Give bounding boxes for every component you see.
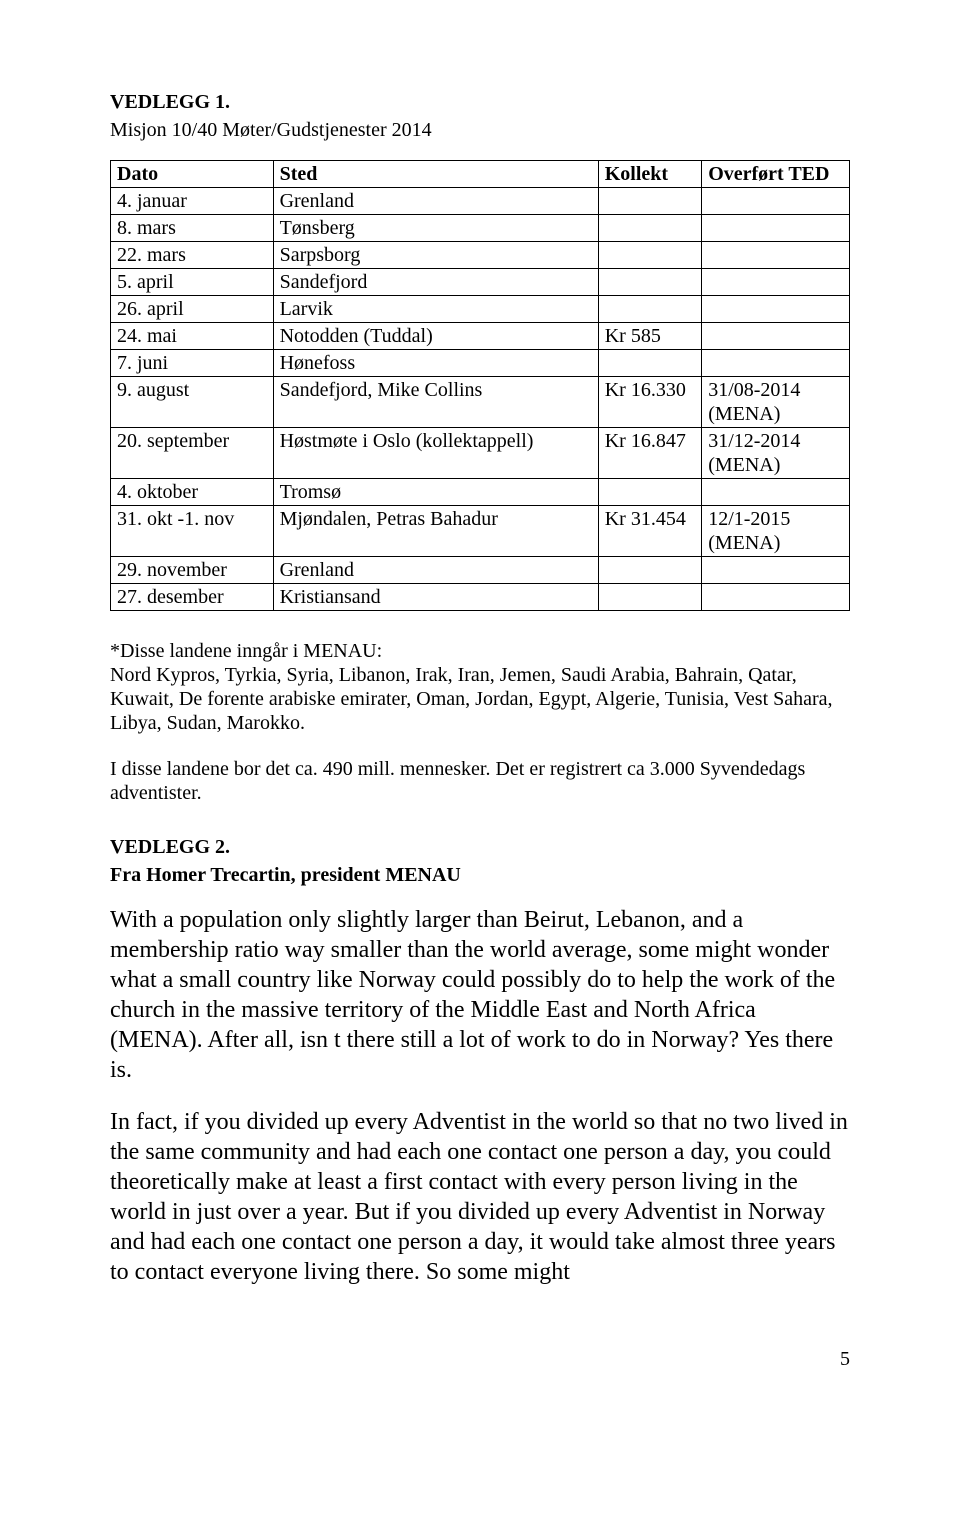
table-row: 8. marsTønsberg	[111, 215, 850, 242]
cell-overfort: 31/12-2014 (MENA)	[702, 428, 850, 479]
table-row: 31. okt -1. novMjøndalen, Petras Bahadur…	[111, 506, 850, 557]
cell-sted: Kristiansand	[273, 584, 598, 611]
table-row: 5. aprilSandefjord	[111, 269, 850, 296]
cell-dato: 5. april	[111, 269, 274, 296]
cell-kollekt	[598, 479, 701, 506]
th-kollekt: Kollekt	[598, 161, 701, 188]
table-row: 20. septemberHøstmøte i Oslo (kollektapp…	[111, 428, 850, 479]
page-number: 5	[110, 1347, 850, 1371]
cell-sted: Sandefjord, Mike Collins	[273, 377, 598, 428]
cell-kollekt	[598, 584, 701, 611]
cell-kollekt	[598, 557, 701, 584]
th-dato: Dato	[111, 161, 274, 188]
table-row: 27. desemberKristiansand	[111, 584, 850, 611]
vedlegg1-title: VEDLEGG 1.	[110, 90, 850, 114]
table-row: 24. maiNotodden (Tuddal)Kr 585	[111, 323, 850, 350]
cell-dato: 26. april	[111, 296, 274, 323]
table-row: 29. novemberGrenland	[111, 557, 850, 584]
cell-kollekt	[598, 188, 701, 215]
cell-dato: 24. mai	[111, 323, 274, 350]
cell-kollekt: Kr 31.454	[598, 506, 701, 557]
cell-overfort	[702, 479, 850, 506]
trecartin-paragraph-2: In fact, if you divided up every Adventi…	[110, 1107, 850, 1287]
cell-kollekt: Kr 585	[598, 323, 701, 350]
cell-overfort: 12/1-2015 (MENA)	[702, 506, 850, 557]
cell-sted: Notodden (Tuddal)	[273, 323, 598, 350]
cell-dato: 31. okt -1. nov	[111, 506, 274, 557]
vedlegg1-subtitle: Misjon 10/40 Møter/Gudstjenester 2014	[110, 118, 850, 142]
cell-sted: Grenland	[273, 557, 598, 584]
cell-dato: 27. desember	[111, 584, 274, 611]
cell-overfort	[702, 584, 850, 611]
menau-countries-paragraph: *Disse landene inngår i MENAU: Nord Kypr…	[110, 639, 850, 735]
cell-kollekt: Kr 16.330	[598, 377, 701, 428]
cell-overfort	[702, 242, 850, 269]
table-row: 22. marsSarpsborg	[111, 242, 850, 269]
vedlegg2-title: VEDLEGG 2.	[110, 835, 850, 859]
cell-dato: 4. oktober	[111, 479, 274, 506]
cell-kollekt	[598, 269, 701, 296]
cell-dato: 7. juni	[111, 350, 274, 377]
cell-dato: 29. november	[111, 557, 274, 584]
cell-sted: Sandefjord	[273, 269, 598, 296]
cell-kollekt	[598, 296, 701, 323]
table-row: 9. augustSandefjord, Mike CollinsKr 16.3…	[111, 377, 850, 428]
cell-sted: Tromsø	[273, 479, 598, 506]
cell-dato: 4. januar	[111, 188, 274, 215]
schedule-table: Dato Sted Kollekt Overført TED 4. januar…	[110, 160, 850, 611]
vedlegg2-subtitle: Fra Homer Trecartin, president MENAU	[110, 863, 850, 887]
cell-dato: 20. september	[111, 428, 274, 479]
trecartin-paragraph-1: With a population only slightly larger t…	[110, 905, 850, 1085]
cell-sted: Larvik	[273, 296, 598, 323]
cell-dato: 8. mars	[111, 215, 274, 242]
cell-sted: Hønefoss	[273, 350, 598, 377]
cell-overfort	[702, 296, 850, 323]
table-row: 26. aprilLarvik	[111, 296, 850, 323]
cell-kollekt: Kr 16.847	[598, 428, 701, 479]
population-paragraph: I disse landene bor det ca. 490 mill. me…	[110, 757, 850, 805]
cell-overfort	[702, 215, 850, 242]
cell-sted: Tønsberg	[273, 215, 598, 242]
cell-sted: Sarpsborg	[273, 242, 598, 269]
cell-kollekt	[598, 215, 701, 242]
cell-sted: Grenland	[273, 188, 598, 215]
cell-sted: Høstmøte i Oslo (kollektappell)	[273, 428, 598, 479]
cell-dato: 22. mars	[111, 242, 274, 269]
cell-kollekt	[598, 350, 701, 377]
cell-sted: Mjøndalen, Petras Bahadur	[273, 506, 598, 557]
table-row: 4. januarGrenland	[111, 188, 850, 215]
cell-overfort	[702, 269, 850, 296]
cell-overfort	[702, 350, 850, 377]
cell-overfort	[702, 557, 850, 584]
cell-kollekt	[598, 242, 701, 269]
cell-dato: 9. august	[111, 377, 274, 428]
th-overfort: Overført TED	[702, 161, 850, 188]
table-row: 4. oktoberTromsø	[111, 479, 850, 506]
th-sted: Sted	[273, 161, 598, 188]
cell-overfort	[702, 188, 850, 215]
cell-overfort	[702, 323, 850, 350]
table-row: 7. juniHønefoss	[111, 350, 850, 377]
cell-overfort: 31/08-2014 (MENA)	[702, 377, 850, 428]
